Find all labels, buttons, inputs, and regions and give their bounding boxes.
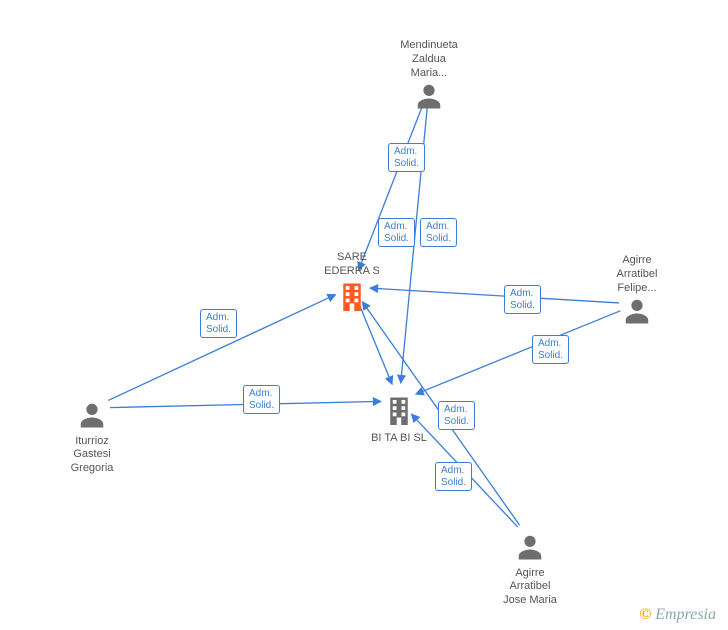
person-node[interactable]: Agirre Arratibel Jose Maria <box>490 532 570 608</box>
node-label: Iturrioz Gastesi Gregoria <box>52 435 132 476</box>
edge-label[interactable]: Adm. Solid. <box>504 285 541 314</box>
edge-label[interactable]: Adm. Solid. <box>420 218 457 247</box>
node-label: Mendinueta Zaldua Maria... <box>389 39 469 80</box>
node-label: SARE EDERRA S <box>312 251 392 279</box>
person-icon[interactable] <box>77 417 107 434</box>
person-icon[interactable] <box>414 98 444 115</box>
edge-label[interactable]: Adm. Solid. <box>378 218 415 247</box>
network-diagram: ©Empresia SARE EDERRA S BI TA BI SL Mendin… <box>0 0 728 630</box>
node-label: Agirre Arratibel Felipe... <box>597 254 677 295</box>
edge-label[interactable]: Adm. Solid. <box>532 335 569 364</box>
edge-label[interactable]: Adm. Solid. <box>438 401 475 430</box>
edge-label[interactable]: Adm. Solid. <box>388 143 425 172</box>
person-node[interactable]: Iturrioz Gastesi Gregoria <box>52 400 132 476</box>
edge-label[interactable]: Adm. Solid. <box>435 462 472 491</box>
edge-label[interactable]: Adm. Solid. <box>200 309 237 338</box>
person-node[interactable]: Agirre Arratibel Felipe... <box>597 254 677 330</box>
building-icon[interactable] <box>384 414 414 431</box>
watermark-text: Empresia <box>655 606 716 623</box>
watermark: ©Empresia <box>639 606 716 624</box>
company-node[interactable]: BI TA BI SL <box>359 393 439 446</box>
building-icon[interactable] <box>337 300 367 317</box>
person-icon[interactable] <box>515 549 545 566</box>
person-node[interactable]: Mendinueta Zaldua Maria... <box>389 39 469 115</box>
edge-label[interactable]: Adm. Solid. <box>243 385 280 414</box>
node-label: BI TA BI SL <box>359 432 439 446</box>
company-node[interactable]: SARE EDERRA S <box>312 251 392 318</box>
node-label: Agirre Arratibel Jose Maria <box>490 567 570 608</box>
person-icon[interactable] <box>622 313 652 330</box>
